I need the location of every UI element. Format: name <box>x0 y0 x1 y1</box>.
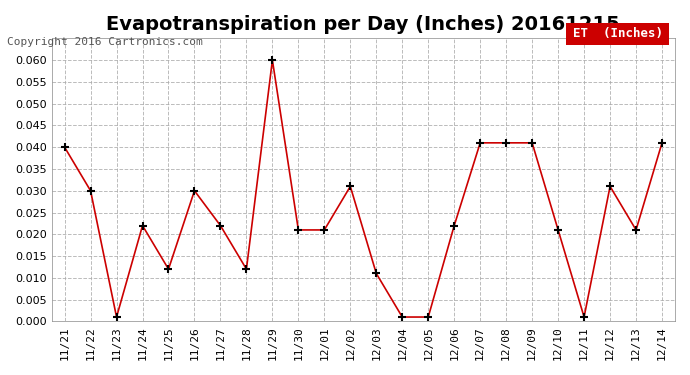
Title: Evapotranspiration per Day (Inches) 20161215: Evapotranspiration per Day (Inches) 2016… <box>106 15 620 34</box>
Text: Copyright 2016 Cartronics.com: Copyright 2016 Cartronics.com <box>7 37 203 47</box>
Text: ET  (Inches): ET (Inches) <box>573 27 662 40</box>
